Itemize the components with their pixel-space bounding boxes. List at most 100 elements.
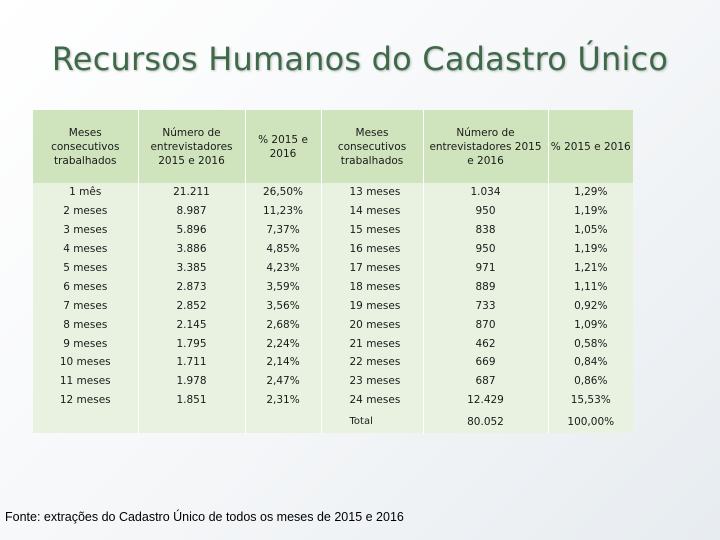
table-cell: 9 meses [33,334,139,354]
table-cell: 15,53% [570,394,611,407]
column-header: % 2015 e 2016 [550,140,631,153]
empty-cell [245,409,322,434]
column-header: Número de entrevistadores 2015 e 2016 [138,110,246,183]
table-cell: 4 meses [33,239,139,259]
table-cell: 2 meses [33,201,139,221]
table-cell: 889 [423,277,549,297]
table-cell: 3,59% [245,277,322,297]
table-cell: 2,14% [245,353,322,372]
table-cell: 0,92% [574,299,608,312]
table-cell: 12 meses [33,390,139,410]
table-cell: 10 meses [33,353,139,372]
total-value: 80.052 [423,409,549,434]
table-cell: 1,19% [574,243,608,256]
empty-cell [138,409,246,434]
table-cell: 2.145 [138,315,246,335]
source-note: Fonte: extrações do Cadastro Único de to… [5,510,404,524]
table-cell: 12.429 [423,390,549,410]
table-cell: 15 meses [321,220,424,240]
table-cell: 2,68% [245,315,322,335]
data-table: Meses consecutivos trabalhados Número de… [33,110,633,434]
table-cell: 950 [423,201,549,221]
table-cell: 0,58% [574,337,608,350]
table-cell: 17 meses [321,258,424,278]
table-cell: 3.385 [138,258,246,278]
table-cell: 23 meses [321,371,424,391]
table-cell: 870 [423,315,549,335]
table-cell: 8 meses [33,315,139,335]
column-header: Meses consecutivos trabalhados [321,110,424,183]
table-cell: 26,50% [245,183,322,202]
table-cell: 1,11% [574,280,608,293]
table-cell: 971 [423,258,549,278]
table-cell: 0,86% [574,375,608,388]
total-label: Total [321,409,424,434]
table-cell: 11 meses [33,371,139,391]
table-row: 12 meses 1.851 2,31% 24 meses 12.429 15,53% [33,390,633,410]
table-total-row: Total 80.052 100,00% [33,409,633,434]
data-table-container: Meses consecutivos trabalhados Número de… [33,110,633,434]
table-cell: 7,37% [245,220,322,240]
table-cell: 2,47% [245,371,322,391]
table-cell: 2,31% [245,390,322,410]
table-cell: 4,23% [245,258,322,278]
table-cell: 5.896 [138,220,246,240]
table-cell: 1,09% [574,318,608,331]
table-row: 9 meses 1.795 2,24% 21 meses 462 0,58% [33,334,633,354]
table-cell: 3,56% [245,296,322,316]
table-cell: 1,19% [574,205,608,218]
table-row: 1 mês 21.211 26,50% 13 meses 1.034 1,29% [33,183,633,202]
table-cell: 1.978 [138,371,246,391]
table-cell: 1.711 [138,353,246,372]
table-cell: 4,85% [245,239,322,259]
table-row: 7 meses 2.852 3,56% 19 meses 733 0,92% [33,296,633,316]
table-cell: 1,21% [574,262,608,274]
table-cell: 3.886 [138,239,246,259]
table-row: 5 meses 3.385 4,23% 17 meses 971 1,21% [33,258,633,278]
column-header: Número de entrevistadores 2015 e 2016 [423,110,549,183]
table-cell: 22 meses [321,353,424,372]
table-body: 1 mês 21.211 26,50% 13 meses 1.034 1,29% 2 mes… [33,183,633,434]
table-cell: 838 [423,220,549,240]
total-value: 100,00% [567,415,615,428]
table-cell: 1 mês [33,183,139,202]
table-cell: 7 meses [33,296,139,316]
table-cell: 14 meses [321,201,424,221]
table-cell: 0,84% [574,356,608,369]
table-cell: 13 meses [321,183,424,202]
table-cell: 1,05% [574,224,608,237]
table-row: 8 meses 2.145 2,68% 20 meses 870 1,09% [33,315,633,335]
table-cell: 2.873 [138,277,246,297]
table-cell: 669 [423,353,549,372]
table-cell: 5 meses [33,258,139,278]
table-cell: 6 meses [33,277,139,297]
table-row: 6 meses 2.873 3,59% 18 meses 889 1,11% [33,277,633,297]
table-cell: 18 meses [321,277,424,297]
empty-cell [33,409,139,434]
table-row: 10 meses 1.711 2,14% 22 meses 669 0,84% [33,353,633,372]
table-row: 2 meses 8.987 11,23% 14 meses 950 1,19% [33,201,633,221]
table-cell: 462 [423,334,549,354]
table-cell: 11,23% [245,201,322,221]
table-row: 11 meses 1.978 2,47% 23 meses 687 0,86% [33,371,633,391]
table-cell: 1.034 [423,183,549,202]
table-cell: 733 [423,296,549,316]
table-cell: 24 meses [321,390,424,410]
table-cell: 2.852 [138,296,246,316]
table-cell: 21 meses [321,334,424,354]
table-cell: 950 [423,239,549,259]
column-header: % 2015 e 2016 [245,110,322,183]
table-cell: 20 meses [321,315,424,335]
table-cell: 2,24% [245,334,322,354]
column-header: Meses consecutivos trabalhados [33,110,139,183]
table-cell: 16 meses [321,239,424,259]
table-cell: 8.987 [138,201,246,221]
table-cell: 1.795 [138,334,246,354]
table-cell: 21.211 [138,183,246,202]
table-cell: 1,29% [574,186,608,199]
table-cell: 687 [423,371,549,391]
table-cell: 3 meses [33,220,139,240]
table-header-row: Meses consecutivos trabalhados Número de… [33,110,633,183]
table-cell: 19 meses [321,296,424,316]
table-cell: 1.851 [138,390,246,410]
